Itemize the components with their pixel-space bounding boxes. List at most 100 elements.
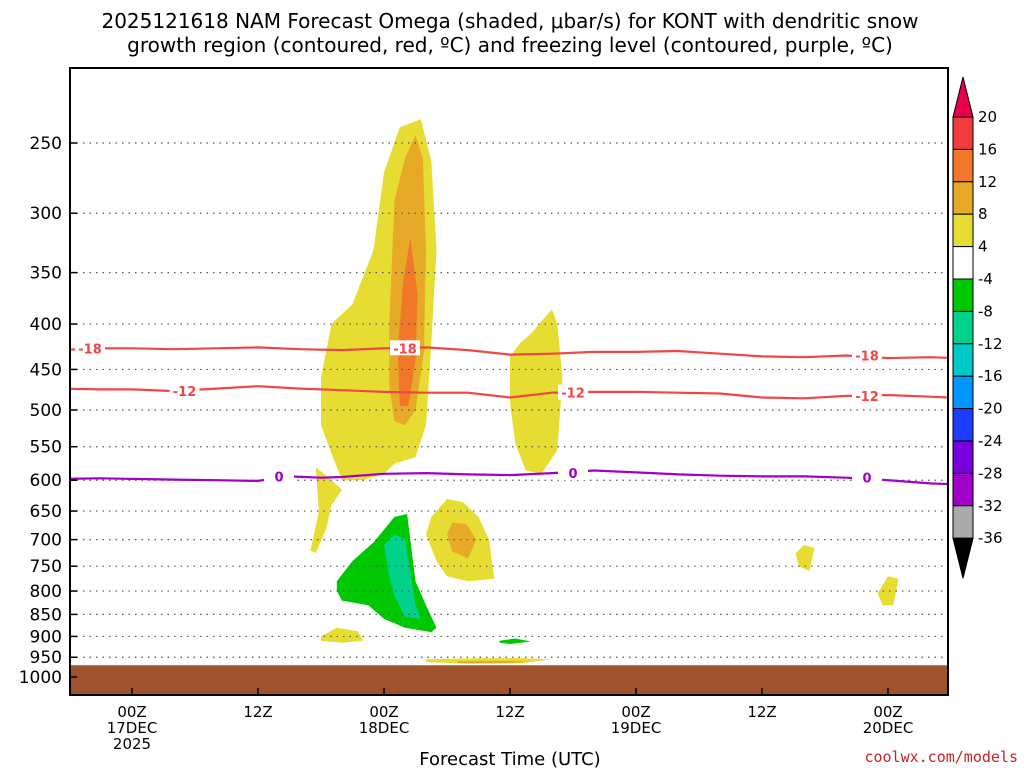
contour-label-bg — [852, 347, 882, 363]
x-tick-label: 00Z — [369, 703, 398, 721]
contour-label-bg — [75, 340, 105, 356]
x-tick-label: 20DEC — [863, 719, 914, 737]
contour-label-bg — [558, 465, 588, 481]
chart-title-line-1: 2025121618 NAM Forecast Omega (shaded, μ… — [101, 9, 918, 33]
colorbar-label: -20 — [978, 400, 1003, 418]
x-tick-label: 2025 — [113, 735, 151, 753]
omega-4-small-c-region — [877, 576, 899, 606]
y-tick-label: 900 — [30, 627, 62, 647]
y-tick-label: 800 — [30, 582, 62, 602]
y-tick-label: 1000 — [19, 668, 62, 688]
colorbar-label: -24 — [978, 432, 1003, 450]
colorbar-label: -32 — [978, 497, 1003, 515]
omega-4-low-left-region — [310, 467, 342, 554]
x-tick-label: 12Z — [243, 703, 272, 721]
y-tick-label: 450 — [30, 360, 62, 380]
colorbar-label: 12 — [978, 173, 997, 191]
freezing-level-contour — [70, 469, 948, 486]
colorbar-segment — [952, 408, 974, 442]
temperature-contours: -18 -18 -18 -12 -12 -12 0 0 0 — [70, 340, 948, 487]
contour-label-bg — [390, 340, 420, 356]
dendritic-top-contour — [70, 346, 948, 360]
omega-neg4-small-region — [499, 638, 531, 644]
x-tick-label: 12Z — [747, 703, 776, 721]
contour-label: -12 — [855, 390, 879, 405]
contour-label: -12 — [561, 387, 585, 402]
omega-12-upper-region — [397, 238, 418, 407]
y-tick-label: 850 — [30, 605, 62, 625]
omega-4-mid-region — [510, 309, 563, 474]
contour-label: -18 — [855, 349, 879, 364]
pressure-gridlines — [70, 142, 948, 678]
y-tick-label: 400 — [30, 315, 62, 335]
colorbar-label: -4 — [978, 270, 993, 288]
colorbar-segment — [952, 246, 974, 280]
chart-title-line-2: growth region (contoured, red, ºC) and f… — [127, 33, 893, 57]
contour-label: -12 — [173, 385, 197, 400]
colorbar-segment — [952, 440, 974, 474]
contour-label: 0 — [862, 472, 871, 487]
omega-4-small-b-region — [795, 545, 815, 572]
x-tick-label: 12Z — [495, 703, 524, 721]
contour-label: 0 — [274, 470, 283, 485]
colorbar-segment — [952, 472, 974, 507]
colorbar-segment — [952, 148, 974, 183]
y-tick-label: 650 — [30, 502, 62, 522]
contour-label-bg — [852, 469, 882, 485]
colorbar-label: -28 — [978, 464, 1003, 482]
x-tick-label: 00Z — [621, 703, 650, 721]
colorbar-segment — [952, 213, 974, 248]
colorbar: 20 16 12 8 4 -4 -8 -12 -16 -20 -24 -28 -32 -36 — [952, 76, 1003, 579]
x-axis-label: Forecast Time (UTC) — [419, 749, 600, 768]
contour-label-bg — [264, 468, 294, 484]
y-tick-label: 950 — [30, 648, 62, 668]
colorbar-segment — [952, 116, 974, 150]
omega-4-small-a-region — [321, 627, 363, 643]
colorbar-label: 16 — [978, 140, 997, 158]
y-tick-label: 300 — [30, 204, 62, 224]
x-tick-label: 18DEC — [359, 719, 410, 737]
y-tick-label: 250 — [30, 134, 62, 154]
y-tick-label: 600 — [30, 471, 62, 491]
y-tick-label: 700 — [30, 531, 62, 551]
plot-frame — [69, 67, 949, 696]
contour-label-bg — [852, 387, 882, 403]
omega-8-lower-region — [447, 522, 477, 559]
colorbar-segment — [952, 343, 974, 377]
colorbar-segment — [952, 181, 974, 215]
credit-text: coolwx.com/models — [864, 748, 1018, 766]
y-axis-ticks: 2503003504004505005506006507007508008509… — [19, 134, 77, 688]
omega-8-surface-region — [457, 660, 531, 664]
colorbar-label: -36 — [978, 529, 1003, 547]
omega-neg8-lower-region — [384, 534, 421, 619]
contour-label-bg — [558, 384, 588, 400]
colorbar-bottom-arrow — [952, 537, 974, 579]
dendritic-bottom-contour — [70, 385, 948, 400]
colorbar-segment — [952, 375, 974, 410]
colorbar-segment — [952, 310, 974, 345]
y-tick-label: 350 — [30, 264, 62, 284]
colorbar-label: 4 — [978, 238, 988, 256]
colorbar-label: -16 — [978, 367, 1003, 385]
colorbar-label: -12 — [978, 335, 1003, 353]
colorbar-label: 8 — [978, 205, 988, 223]
y-tick-label: 500 — [30, 401, 62, 421]
x-tick-label: 00Z — [873, 703, 902, 721]
contour-label: -18 — [78, 342, 102, 357]
contour-label-bg — [169, 383, 200, 399]
colorbar-segment — [952, 505, 974, 539]
colorbar-label: 20 — [978, 108, 997, 126]
x-tick-label: 19DEC — [611, 719, 662, 737]
contour-label: -18 — [393, 342, 417, 357]
ground-surface — [70, 665, 948, 695]
colorbar-segment — [952, 278, 974, 312]
y-tick-label: 750 — [30, 557, 62, 577]
colorbar-label: -8 — [978, 302, 993, 320]
colorbar-top-arrow — [952, 76, 974, 118]
y-tick-label: 550 — [30, 438, 62, 458]
x-tick-label: 00Z — [117, 703, 146, 721]
contour-label: 0 — [568, 467, 577, 482]
x-tick-label: 17DEC — [107, 719, 158, 737]
